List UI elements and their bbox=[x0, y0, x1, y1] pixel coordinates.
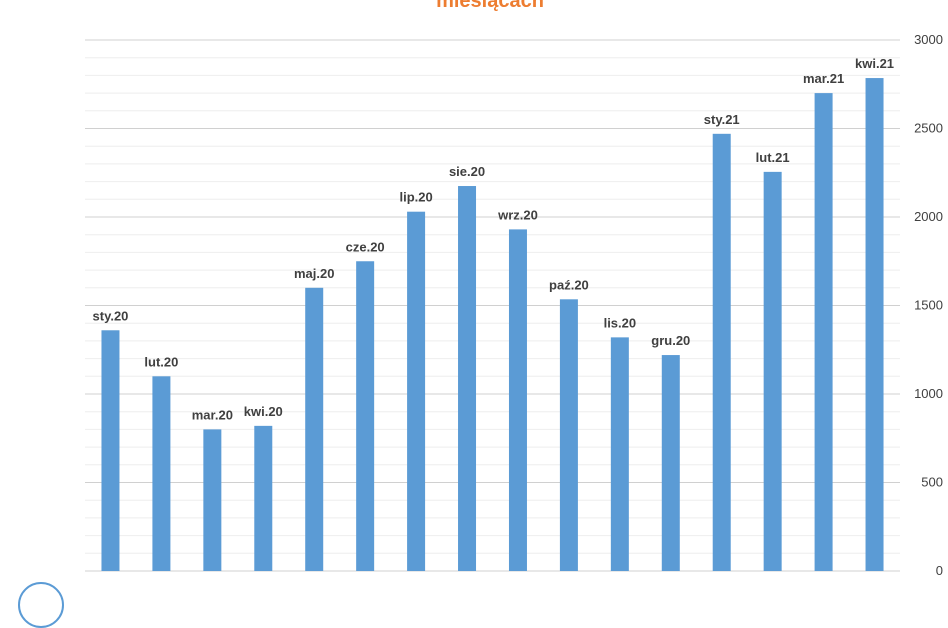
bar-sty.20 bbox=[101, 330, 120, 571]
y-tick-label: 3000 bbox=[914, 32, 943, 47]
bar-kwi.21 bbox=[865, 78, 884, 572]
bar-sie.20 bbox=[458, 186, 477, 571]
data-label-mar.20: mar.20 bbox=[192, 407, 233, 422]
data-label-lut.21: lut.21 bbox=[756, 150, 790, 165]
bar-lut.20 bbox=[152, 376, 171, 571]
chart-page: miesiącach sty.20 lut.20 mar.20 kwi.20 maj.2… bbox=[18, 0, 943, 628]
bars bbox=[101, 78, 884, 572]
data-label-gru.20: gru.20 bbox=[651, 333, 690, 348]
data-label-lis.20: lis.20 bbox=[604, 315, 637, 330]
bar-mar.21 bbox=[814, 93, 833, 571]
y-tick-label: 0 bbox=[936, 563, 943, 578]
bar-cze.20 bbox=[356, 261, 375, 571]
data-label-kwi.20: kwi.20 bbox=[244, 404, 283, 419]
data-label-sie.20: sie.20 bbox=[449, 164, 485, 179]
bar-gru.20 bbox=[661, 355, 680, 571]
y-tick-label: 1500 bbox=[914, 298, 943, 313]
chart-title: miesiącach bbox=[436, 0, 544, 12]
data-label-wrz.20: wrz.20 bbox=[497, 207, 538, 222]
bar-maj.20 bbox=[305, 287, 324, 571]
bar-chart: sty.20 lut.20 mar.20 kwi.20 maj.20 cze.20 lip.… bbox=[85, 32, 943, 578]
bar-lut.21 bbox=[763, 171, 782, 572]
y-tick-label: 500 bbox=[921, 475, 943, 490]
bar-paź.20 bbox=[559, 299, 578, 571]
bar-mar.20 bbox=[203, 429, 222, 571]
data-label-sty.21: sty.21 bbox=[704, 112, 740, 127]
bar-lip.20 bbox=[407, 211, 426, 571]
data-label-paź.20: paź.20 bbox=[549, 277, 589, 292]
bar-kwi.20 bbox=[254, 425, 273, 571]
data-label-maj.20: maj.20 bbox=[294, 266, 334, 281]
data-label-lut.20: lut.20 bbox=[144, 354, 178, 369]
y-tick-label: 2000 bbox=[914, 209, 943, 224]
data-label-cze.20: cze.20 bbox=[346, 239, 385, 254]
y-tick-label: 2500 bbox=[914, 121, 943, 136]
bar-lis.20 bbox=[610, 337, 629, 571]
data-label-sty.20: sty.20 bbox=[93, 308, 129, 323]
data-labels: sty.20 lut.20 mar.20 kwi.20 maj.20 cze.20 lip.… bbox=[93, 56, 895, 422]
logo-icon bbox=[18, 582, 64, 628]
data-label-mar.21: mar.21 bbox=[803, 71, 844, 86]
y-tick-label: 1000 bbox=[914, 386, 943, 401]
y-axis-ticks: 0 500 1000 1500 2000 2500 3000 bbox=[914, 32, 943, 578]
bar-sty.21 bbox=[712, 133, 731, 571]
data-label-lip.20: lip.20 bbox=[399, 190, 432, 205]
data-label-kwi.21: kwi.21 bbox=[855, 56, 894, 71]
bar-wrz.20 bbox=[508, 229, 527, 571]
